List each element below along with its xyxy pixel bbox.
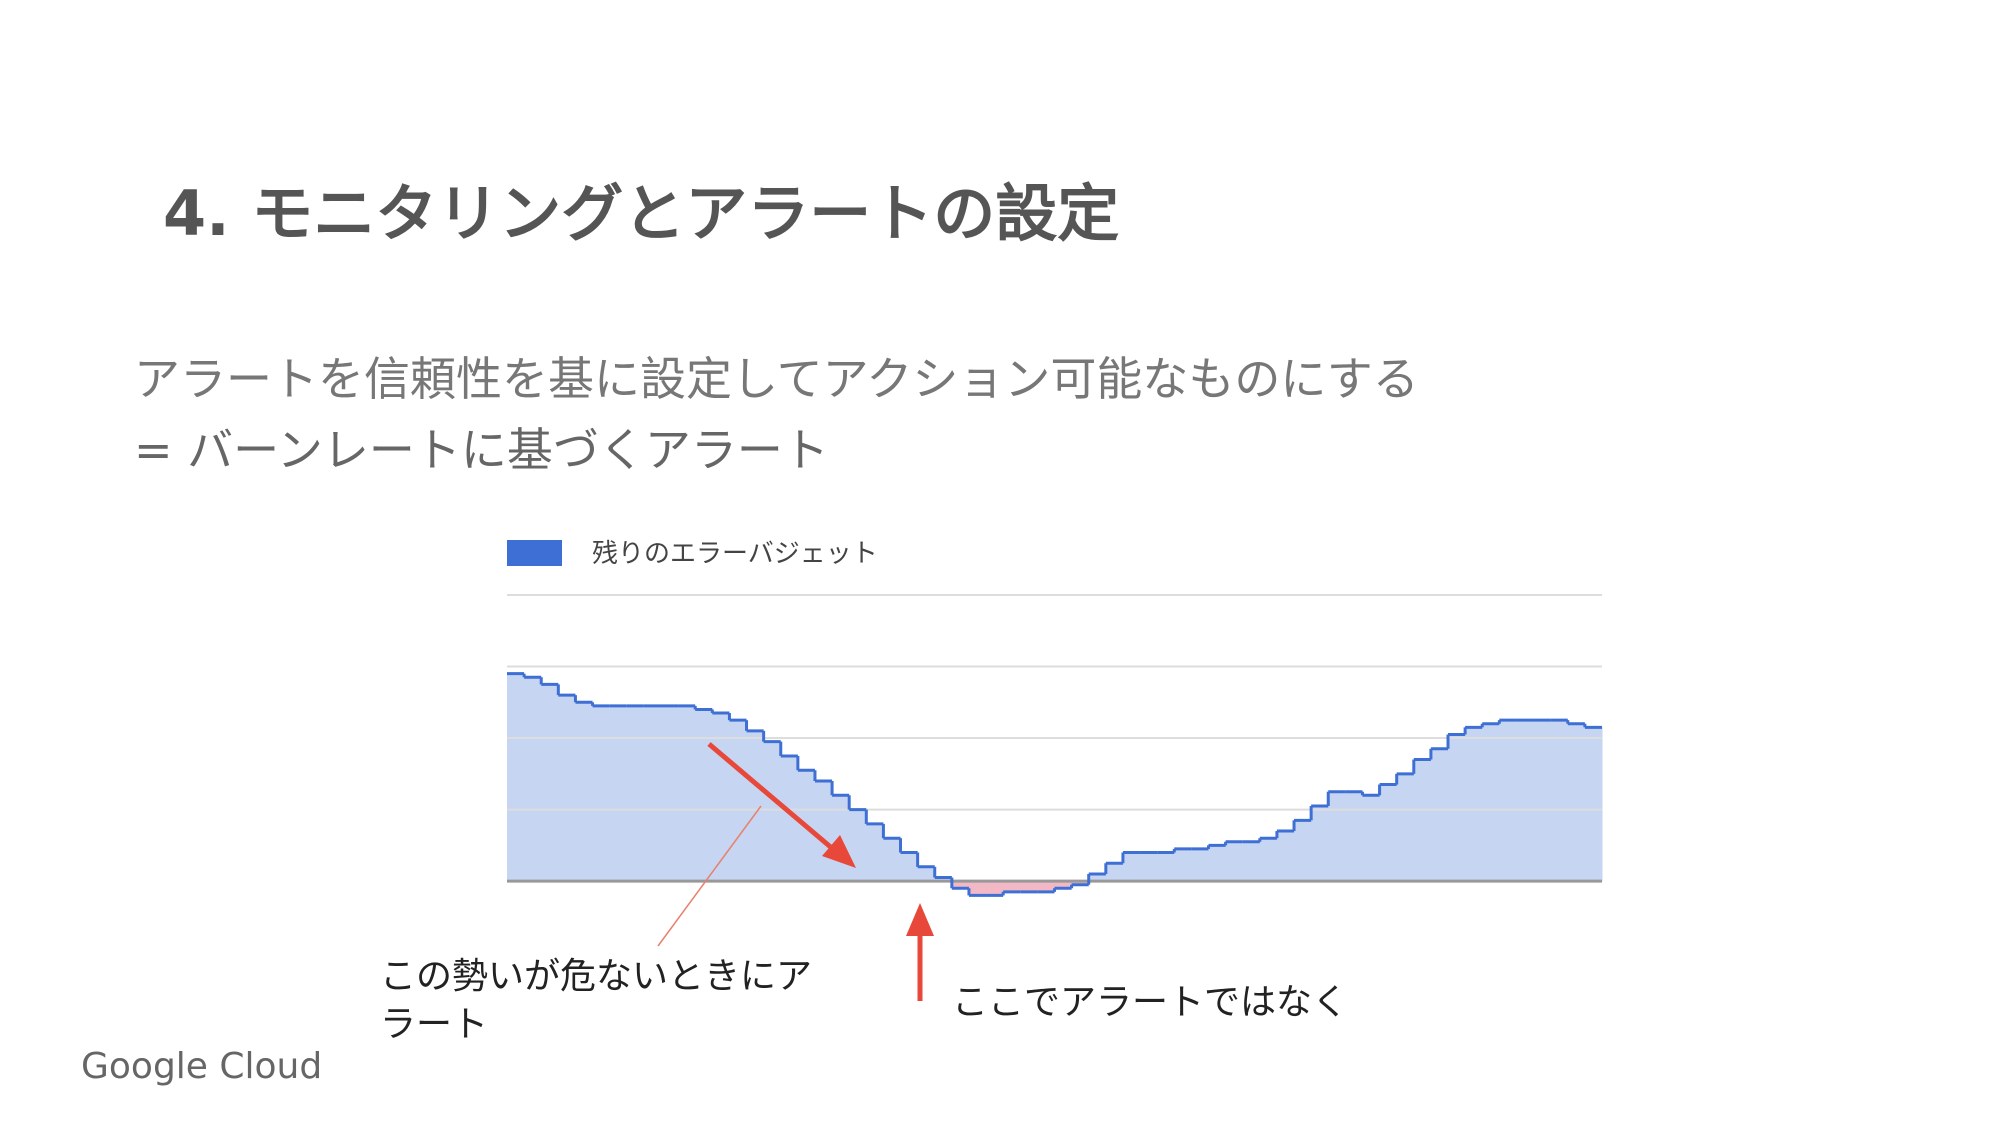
arrow-head [906,903,934,936]
area-step [1071,881,1090,885]
area-step [763,741,782,882]
area-step [678,705,696,882]
area-step [1345,791,1363,882]
area-step [1448,734,1466,882]
subtitle-line: = バーンレートに基づくアラート [134,423,829,477]
subtitle-line: アラートを信頼性を基に設定してアクション可能なものにする [134,352,1419,406]
area-step [1157,852,1175,882]
area-step [1105,863,1124,882]
area-step [558,695,576,882]
area-step [780,755,799,882]
slide-title: 4. モニタリングとアラートの設定 [163,177,1119,250]
legend-label: 残りのエラーバジェット [592,539,878,569]
area-step [1294,820,1312,882]
area-step [541,684,559,882]
annotation: この勢いが危ないときにア [380,956,812,997]
area-step [1191,848,1209,882]
area-step [1550,720,1569,882]
annotation: ラート [380,1004,488,1045]
area-step [592,705,611,882]
area-step [729,720,748,882]
area-step [814,780,833,882]
area-step [1362,795,1381,882]
area-step [1499,720,1517,882]
area-step [1037,881,1055,892]
area-step [1567,723,1586,882]
trend-arrow [707,742,842,857]
legend-swatch [507,540,562,566]
area-step [1208,845,1227,882]
area-step [575,702,594,882]
area-step [1516,720,1535,882]
callout-line [657,805,762,947]
area-step [1225,841,1244,882]
area-step [883,838,902,882]
area-step [660,705,679,882]
area-step [695,709,713,882]
area-step [609,705,628,882]
area-step [968,881,987,896]
area-step [934,877,953,882]
area-step [1242,841,1261,882]
area-step [866,823,884,882]
area-step [1140,852,1158,882]
area-step [849,809,867,882]
area-step [1054,881,1073,889]
area-step [917,866,936,882]
area-step [1020,881,1038,892]
area-step [1088,873,1107,882]
area-step [1003,881,1021,892]
area-step [1465,727,1483,882]
area-step [1276,831,1295,882]
area-step [1482,723,1500,882]
area-step [643,705,662,882]
area-step [507,673,525,882]
area-step [1259,838,1278,882]
area-step [626,705,645,882]
annotation: ここでアラートではなく [952,982,1348,1023]
area-step [1174,848,1192,882]
area-step [1396,773,1415,882]
chart: 残りのエラーバジェット [507,539,1603,897]
arrow-head [822,835,856,868]
area-step [951,881,970,889]
area-step [1122,852,1141,882]
area-step [986,881,1004,896]
area-step [1533,720,1552,882]
area-step [524,677,542,882]
area-step [1379,784,1398,882]
area-step [1430,748,1449,882]
area-step [1413,759,1432,882]
area-step [1328,791,1346,882]
footer-logo: Google Cloud [81,1046,322,1087]
area-step [746,730,765,882]
area-step [1311,806,1329,882]
area-step [1584,727,1603,882]
area-step [900,852,919,882]
